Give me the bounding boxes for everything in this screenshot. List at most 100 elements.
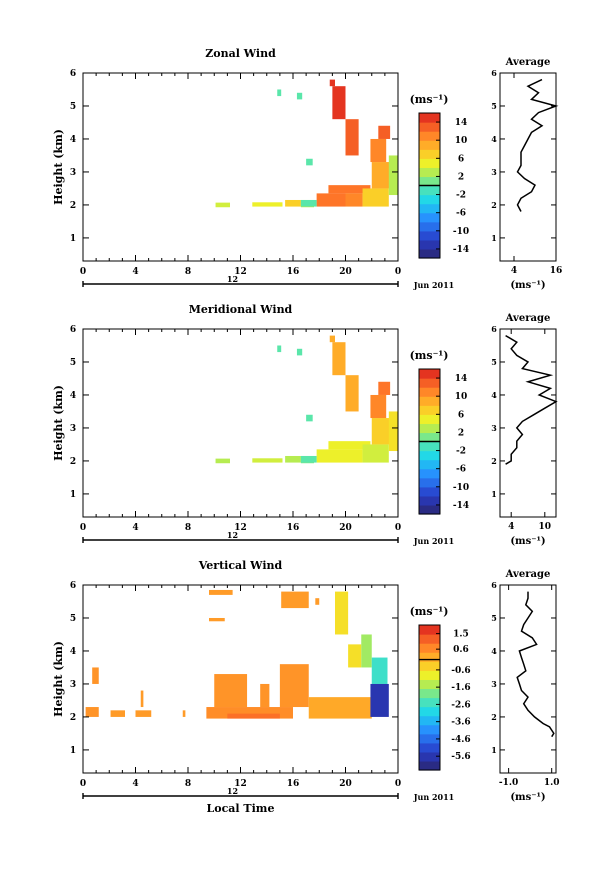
colorbar-band <box>419 158 440 168</box>
colorbar-band <box>419 724 440 735</box>
average-y-tick-label: 3 <box>491 423 497 433</box>
x-tick-label: 20 <box>339 779 352 789</box>
y-axis-label: Height (km) <box>52 385 65 461</box>
heatmap-cell <box>285 455 301 463</box>
heatmap-cell <box>215 458 230 464</box>
heatmap-cell <box>306 158 313 166</box>
average-profile-line <box>516 591 555 738</box>
average-title: Average <box>505 313 551 324</box>
heatmap-cell <box>388 411 398 452</box>
heatmap-cell <box>209 617 225 622</box>
x-axis-label: Local Time <box>207 802 275 815</box>
heatmap-cell <box>85 707 99 717</box>
heatmap-patches <box>215 79 398 208</box>
colorbar-band <box>419 432 440 443</box>
average-x-tick-label: 4 <box>508 522 514 532</box>
colorbar-band <box>419 396 440 406</box>
heatmap-cell <box>316 193 346 207</box>
heatmap-cell <box>281 591 309 609</box>
x-tick-label: 20 <box>339 267 352 277</box>
x-tick-label: 20 <box>339 523 352 533</box>
heatmap-cell <box>370 394 387 419</box>
colorbar-band <box>419 113 440 123</box>
heatmap-cell <box>370 683 389 717</box>
colorbar-tick-label: -4.6 <box>451 735 470 745</box>
colorbar-band <box>419 634 440 644</box>
heatmap-cell <box>110 710 125 717</box>
heatmap-cell <box>328 441 371 450</box>
colorbar-tick-label: -3.6 <box>451 718 470 728</box>
average-y-tick-label: 1 <box>491 489 497 499</box>
y-tick-label: 3 <box>70 168 76 178</box>
y-tick-label: 6 <box>70 325 76 335</box>
colorbar-band <box>419 176 440 187</box>
x-tick-label: 16 <box>287 779 300 789</box>
y-tick-label: 4 <box>70 647 76 657</box>
colorbar-band <box>419 194 440 205</box>
heatmap-cell <box>285 199 301 207</box>
y-tick-label: 2 <box>70 457 76 467</box>
average-frame <box>499 328 557 518</box>
heatmap-cell <box>252 458 283 463</box>
x-tick-label: 0 <box>80 779 86 789</box>
average-x-tick-label: -1.0 <box>499 778 518 788</box>
heatmap-cell <box>362 188 389 207</box>
colorbar-band <box>419 715 440 726</box>
x-tick-label: 0 <box>395 267 401 277</box>
colorbar-band <box>419 697 440 708</box>
average-y-tick-label: 4 <box>491 646 497 656</box>
colorbar-tick-label: 6 <box>458 410 464 420</box>
average-x-tick-label: 1.0 <box>544 778 560 788</box>
colorbar-band <box>419 122 440 132</box>
average-y-tick-label: 1 <box>491 745 497 755</box>
x-tick-label: 0 <box>80 523 86 533</box>
y-tick-label: 2 <box>70 713 76 723</box>
colorbar-band <box>419 706 440 717</box>
heatmap-cell <box>140 690 144 708</box>
colorbar-tick-label: -1.6 <box>451 683 470 693</box>
colorbar-tick-label: 14 <box>455 118 468 128</box>
colorbar-band <box>419 751 440 762</box>
average-frame <box>499 584 557 774</box>
colorbar-unit: (ms⁻¹) <box>410 349 449 362</box>
average-frame <box>499 72 557 262</box>
colorbar-band <box>419 140 440 150</box>
heatmap-cell <box>296 92 303 100</box>
heatmap-cell <box>300 455 317 463</box>
x-tick-label: 16 <box>287 523 300 533</box>
average-y-tick-label: 2 <box>491 200 497 210</box>
colorbar-band <box>419 185 440 196</box>
x-tick-label: 4 <box>132 267 138 277</box>
colorbar-tick-label: -10 <box>453 483 469 493</box>
colorbar-band <box>419 387 440 397</box>
colorbar-band <box>419 239 440 250</box>
colorbar-band <box>419 495 440 506</box>
date-label: Jun 2011 <box>413 536 454 546</box>
heatmap-cell <box>252 202 283 207</box>
colorbar-tick-label: 2 <box>458 172 464 182</box>
date-label: Jun 2011 <box>413 792 454 802</box>
heatmap-cell <box>135 710 152 717</box>
colorbar-band <box>419 423 440 434</box>
colorbar-band <box>419 450 440 461</box>
heatmap-cell <box>370 138 387 163</box>
colorbar-band <box>419 414 440 424</box>
heatmap-cell <box>388 155 398 196</box>
heatmap-cell <box>300 199 317 207</box>
average-y-tick-label: 2 <box>491 456 497 466</box>
colorbar-tick-label: -6 <box>456 209 466 219</box>
colorbar-tick-label: -2 <box>456 447 466 457</box>
heatmap-cell <box>227 713 280 719</box>
heatmap-cell <box>335 591 349 635</box>
y-tick-label: 5 <box>70 358 76 368</box>
y-tick-label: 3 <box>70 680 76 690</box>
x-tick-label: 16 <box>287 267 300 277</box>
colorbar-band <box>419 688 440 699</box>
colorbar-band <box>419 459 440 470</box>
colorbar-band <box>419 248 440 259</box>
colorbar-band <box>419 504 440 515</box>
x-tick-label: 8 <box>185 523 191 533</box>
panel-title: Zonal Wind <box>205 47 276 60</box>
